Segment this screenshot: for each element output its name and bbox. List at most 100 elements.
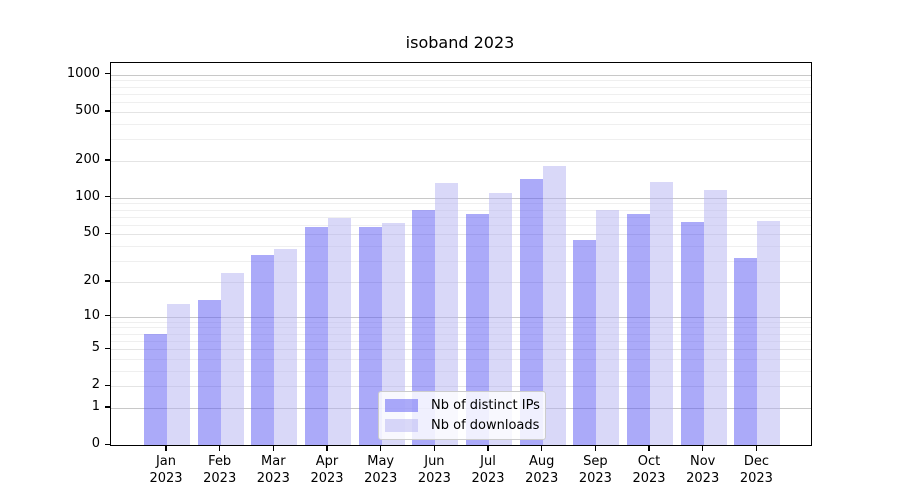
y-tick-mark-500 [105, 110, 110, 112]
x-tick-label-feb: Feb 2023 [188, 453, 252, 487]
y-tick-mark-1 [105, 406, 110, 408]
x-tick-label-year: 2023 [256, 471, 290, 486]
bar-distinct-ips-aug [519, 178, 543, 445]
legend-item-downloads: Nb of downloads [385, 418, 539, 433]
gridline-y-20 [111, 281, 811, 283]
x-tick-label-year: 2023 [364, 471, 398, 486]
gridline-y-minor-4 [111, 358, 811, 360]
gridline-y-minor-9 [111, 321, 811, 323]
y-tick-label-5: 5 [91, 340, 100, 355]
x-tick-mark-dec [755, 445, 757, 451]
gridline-y-minor-90 [111, 203, 811, 205]
bar-distinct-ips-jun [412, 209, 436, 445]
x-tick-label-month: Nov [690, 454, 716, 469]
y-tick-mark-200 [105, 159, 110, 161]
bar-downloads-sep [596, 210, 620, 445]
y-tick-label-200: 200 [75, 151, 100, 167]
x-tick-label-sep: Sep 2023 [563, 453, 627, 487]
y-tick-label-2: 2 [91, 377, 100, 393]
x-tick-label-may: May 2023 [349, 453, 413, 487]
y-tick-label-20: 20 [83, 272, 100, 288]
x-tick-label-dec: Dec 2023 [724, 453, 788, 487]
y-tick-label-1: 1 [91, 398, 100, 414]
gridline-y-minor-40 [111, 246, 811, 247]
gridline-y-minor-7 [111, 333, 811, 335]
gridline-y-200 [111, 160, 811, 162]
y-tick-label-500: 500 [75, 102, 100, 118]
x-tick-mark-jan [165, 445, 167, 451]
x-tick-label-apr: Apr 2023 [295, 453, 359, 487]
gridline-y-500 [111, 111, 811, 113]
legend-swatch-downloads [385, 418, 418, 432]
gridline-y-50 [111, 234, 811, 236]
bar-distinct-ips-mar [251, 254, 275, 445]
bar-downloads-dec [757, 221, 781, 445]
legend-item-distinct-ips: Nb of distinct IPs [385, 398, 540, 414]
x-tick-label-year: 2023 [686, 471, 720, 486]
gridline-y-minor-600 [111, 102, 811, 104]
x-tick-label-year: 2023 [471, 471, 505, 486]
y-tick-label-0: 0 [91, 436, 100, 451]
x-tick-label-month: Oct [637, 454, 661, 469]
x-tick-mark-sep [594, 445, 596, 451]
gridline-y-minor-700 [111, 93, 811, 95]
bar-distinct-ips-nov [680, 222, 704, 445]
bar-downloads-jan [167, 303, 190, 445]
x-tick-label-year: 2023 [417, 471, 451, 486]
x-tick-mark-apr [326, 445, 328, 451]
y-tick-mark-1000 [105, 73, 110, 75]
legend-swatch-distinct-ips [385, 399, 418, 413]
gridline-y-minor-8 [111, 327, 811, 329]
bar-distinct-ips-feb [197, 299, 221, 445]
y-tick-label-10: 10 [83, 307, 100, 323]
x-tick-label-jun: Jun 2023 [402, 453, 466, 487]
bar-distinct-ips-oct [627, 214, 650, 445]
bar-downloads-nov [703, 189, 727, 445]
x-tick-mark-may [380, 445, 382, 451]
bar-downloads-apr [328, 218, 351, 445]
gridline-y-minor-3 [111, 370, 811, 372]
chart-title: isoband 2023 [405, 33, 515, 52]
x-tick-label-year: 2023 [739, 471, 773, 486]
bar-downloads-feb [220, 272, 244, 445]
x-tick-label-month: Dec [743, 454, 769, 469]
x-tick-mark-jul [487, 445, 489, 451]
gridline-y-2 [111, 386, 811, 388]
x-tick-mark-nov [702, 445, 704, 451]
y-tick-mark-5 [105, 347, 110, 349]
bar-distinct-ips-jul [466, 214, 489, 445]
x-tick-label-oct: Oct 2023 [617, 453, 681, 487]
bar-downloads-aug [542, 165, 566, 445]
x-tick-label-year: 2023 [203, 471, 237, 486]
legend-label: Nb of downloads [431, 417, 540, 433]
bar-distinct-ips-sep [573, 239, 597, 445]
y-tick-mark-20 [105, 280, 110, 282]
x-tick-label-month: Mar [261, 454, 286, 469]
bar-downloads-jun [435, 182, 459, 445]
gridline-y-minor-900 [111, 80, 811, 82]
y-tick-mark-10 [105, 315, 110, 317]
x-tick-label-year: 2023 [149, 471, 183, 486]
x-tick-label-month: Aug [528, 454, 555, 469]
x-tick-mark-feb [219, 445, 221, 451]
y-tick-label-1000: 1000 [66, 65, 100, 81]
bar-downloads-oct [650, 181, 673, 445]
gridline-y-100 [111, 197, 811, 199]
legend-label: Nb of distinct IPs [431, 398, 540, 414]
plot-area [110, 62, 812, 446]
x-tick-label-year: 2023 [525, 471, 559, 486]
gridline-y-minor-80 [111, 209, 811, 211]
bar-downloads-mar [274, 248, 298, 445]
bar-distinct-ips-jan [144, 333, 167, 445]
y-tick-label-100: 100 [75, 188, 100, 204]
x-tick-mark-oct [648, 445, 650, 451]
x-tick-label-month: Jul [480, 454, 496, 469]
bar-distinct-ips-may [358, 226, 382, 445]
x-tick-label-month: Sep [583, 454, 608, 469]
gridline-y-minor-30 [111, 261, 811, 262]
x-tick-label-year: 2023 [632, 471, 666, 486]
gridline-y-5 [111, 349, 811, 350]
x-tick-label-year: 2023 [578, 471, 612, 486]
x-tick-label-aug: Aug 2023 [510, 453, 574, 487]
